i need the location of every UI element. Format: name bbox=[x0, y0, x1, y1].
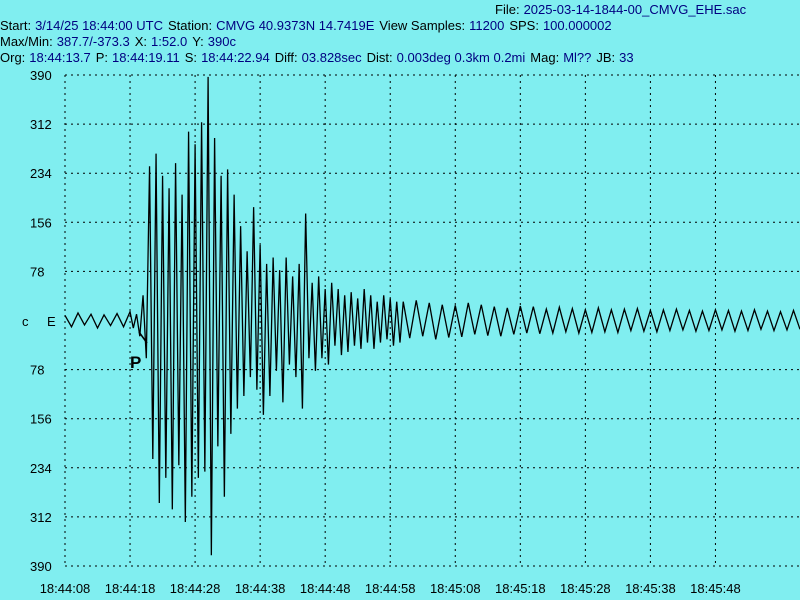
info-value: 100.000002 bbox=[543, 18, 612, 33]
info-value: 03.828sec bbox=[302, 50, 362, 65]
info-label: Org: bbox=[0, 50, 25, 65]
info-line: Max/Min: 387.7/-373.3 X: 1:52.0 Y: 390c bbox=[0, 34, 236, 49]
info-value: 33 bbox=[619, 50, 633, 65]
info-label: JB: bbox=[596, 50, 615, 65]
x-tick-label: 18:44:18 bbox=[105, 581, 156, 596]
x-tick-label: 18:44:48 bbox=[300, 581, 351, 596]
p-annotation: P bbox=[130, 353, 141, 372]
info-value: 18:44:22.94 bbox=[201, 50, 270, 65]
y-tick-label: 156 bbox=[30, 215, 52, 230]
info-label: SPS: bbox=[509, 18, 539, 33]
x-tick-label: 18:45:28 bbox=[560, 581, 611, 596]
y-tick-label: 78 bbox=[30, 264, 44, 279]
y-tick-label: 312 bbox=[30, 117, 52, 132]
info-label: Max/Min: bbox=[0, 34, 53, 49]
header: File: 2025-03-14-1844-00_CMVG_EHE.sacStar… bbox=[0, 2, 747, 65]
plot: 390 312 234 156 78 78 156 234 312 390 18:44:08 18:4… bbox=[30, 68, 800, 596]
info-value: 387.7/-373.3 bbox=[57, 34, 130, 49]
info-value: 11200 bbox=[469, 18, 504, 33]
waveform bbox=[64, 76, 800, 556]
info-label: Dist: bbox=[367, 50, 393, 65]
x-tick-label: 18:45:48 bbox=[690, 581, 741, 596]
x-tick-label: 18:44:28 bbox=[170, 581, 221, 596]
info-value: 0.003deg 0.3km 0.2mi bbox=[397, 50, 526, 65]
info-label: Y: bbox=[192, 34, 204, 49]
pick-marker bbox=[138, 331, 148, 344]
info-label: Diff: bbox=[275, 50, 298, 65]
info-label: View Samples: bbox=[379, 18, 465, 33]
x-tick-label: 18:44:08 bbox=[40, 581, 91, 596]
info-value: 2025-03-14-1844-00_CMVG_EHE.sac bbox=[524, 2, 747, 17]
info-line: Start: 3/14/25 18:44:00 UTC Station: CMVG 4… bbox=[0, 18, 612, 33]
y-tick-label: 78 bbox=[30, 363, 44, 378]
info-label: S: bbox=[185, 50, 197, 65]
y-tick-label: 234 bbox=[30, 166, 52, 181]
info-line: File: 2025-03-14-1844-00_CMVG_EHE.sac bbox=[495, 2, 747, 17]
y-tick-label: 312 bbox=[30, 510, 52, 525]
info-value: 18:44:19.11 bbox=[112, 50, 180, 65]
y-tick-label: 390 bbox=[30, 68, 52, 83]
y-tick-label: 234 bbox=[30, 461, 52, 476]
channel-label: c bbox=[22, 314, 29, 329]
info-value: 1:52.0 bbox=[151, 34, 187, 49]
x-tick-label: 18:45:08 bbox=[430, 581, 481, 596]
info-value: Ml?? bbox=[563, 50, 591, 65]
y-tick-label: 156 bbox=[30, 412, 52, 427]
y-tick-label: 390 bbox=[30, 559, 52, 574]
x-tick-label: 18:44:38 bbox=[235, 581, 286, 596]
x-tick-label: 18:44:58 bbox=[365, 581, 416, 596]
x-tick-label: 18:45:18 bbox=[495, 581, 546, 596]
info-value: 18:44:13.7 bbox=[29, 50, 90, 65]
info-value: CMVG 40.9373N 14.7419E bbox=[216, 18, 375, 33]
info-value: 3/14/25 18:44:00 UTC bbox=[35, 18, 163, 33]
info-label: X: bbox=[135, 34, 147, 49]
info-value: 390c bbox=[208, 34, 237, 49]
info-label: File: bbox=[495, 2, 520, 17]
info-label: Station: bbox=[168, 18, 212, 33]
x-tick-label: 18:45:38 bbox=[625, 581, 676, 596]
info-line: Org: 18:44:13.7 P: 18:44:19.11 S: 18:44:22.94… bbox=[0, 50, 634, 65]
info-label: Start: bbox=[0, 18, 31, 33]
info-label: P: bbox=[96, 50, 108, 65]
info-label: Mag: bbox=[530, 50, 559, 65]
component-label: E bbox=[47, 314, 56, 329]
